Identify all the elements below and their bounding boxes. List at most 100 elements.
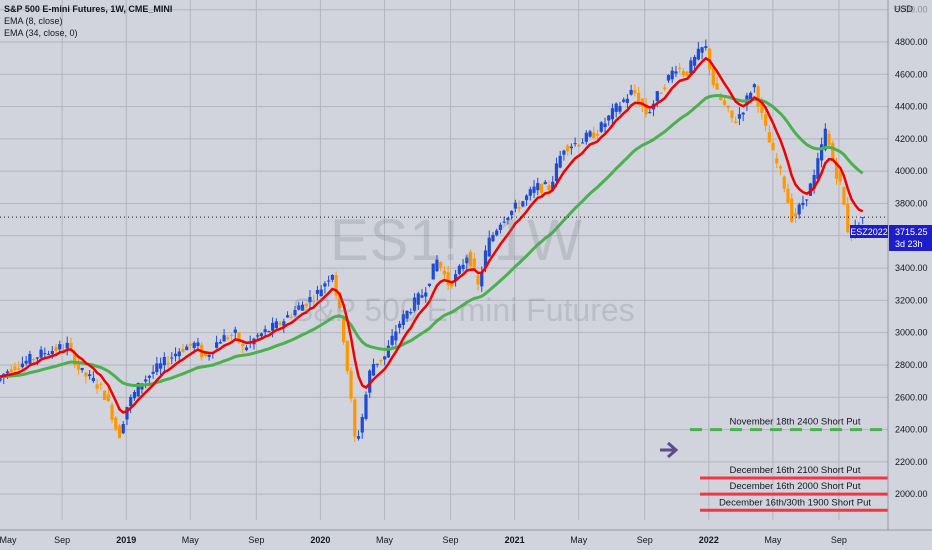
candle-body: [405, 310, 409, 319]
candle-body: [730, 110, 734, 118]
currency-label: USD: [894, 4, 914, 14]
candle-body: [510, 210, 514, 216]
candle-body: [737, 114, 742, 119]
candle-body: [719, 94, 723, 100]
time-tick-label: Sep: [443, 535, 459, 545]
price-tick-label: 4000.00: [895, 166, 928, 176]
candle-body: [353, 399, 357, 437]
candle-body: [446, 272, 450, 286]
candle-body: [842, 187, 846, 205]
candle-body: [793, 213, 798, 217]
candle-body: [379, 359, 383, 362]
candle-body: [786, 188, 790, 203]
candle-body: [495, 230, 499, 236]
candle-body: [237, 332, 241, 343]
candle-body: [726, 105, 730, 108]
candle-body: [536, 183, 540, 191]
candle-body: [330, 275, 334, 280]
candle-body: [554, 163, 559, 182]
candle-body: [599, 122, 603, 132]
time-axis[interactable]: May Sep 2019 May Sep 2020 May Sep 2021 May Sep 2022…: [0, 529, 932, 550]
candle-body: [188, 343, 193, 346]
candle-body: [397, 323, 402, 328]
candle-body: [102, 390, 107, 401]
countdown-label: 3d 23h: [895, 239, 923, 249]
candle-body: [823, 128, 827, 150]
candle-body: [125, 406, 129, 420]
candle-body: [435, 259, 439, 272]
candle-body: [450, 281, 454, 287]
candle-body: [58, 344, 62, 350]
candle-body: [820, 144, 824, 161]
candle-body: [618, 106, 622, 112]
candle-body: [147, 375, 151, 378]
time-tick-label: 2019: [116, 535, 136, 545]
candle-body: [629, 89, 633, 95]
candle-body: [289, 316, 293, 318]
candle-body: [562, 150, 566, 155]
candle-body: [360, 417, 364, 433]
candle-body: [371, 364, 376, 376]
candle-body: [84, 372, 88, 377]
candle-body: [69, 342, 73, 348]
legend-ema-fast[interactable]: EMA (8, close): [4, 16, 63, 26]
candle-body: [595, 133, 600, 136]
candle-body: [61, 349, 66, 351]
candle-body: [76, 362, 81, 370]
candle-body: [173, 353, 178, 357]
candle-body: [244, 347, 249, 351]
candle-body: [412, 297, 417, 311]
candle-body: [622, 99, 626, 102]
legend-symbol[interactable]: S&P 500 E-mini Futures, 1W, CME_MINI: [4, 4, 173, 14]
candle-body: [607, 115, 611, 121]
candle-body: [603, 123, 607, 128]
candle-body: [678, 67, 682, 69]
candle-body: [271, 322, 275, 331]
candle-body: [9, 369, 13, 373]
watermark-description: S&P 500 E-mini Futures: [292, 292, 635, 328]
candle-body: [364, 394, 368, 419]
candle-body: [625, 98, 630, 103]
candle-body: [308, 297, 312, 303]
candle-body: [43, 353, 47, 355]
candle-body: [394, 331, 398, 341]
candle-body: [457, 265, 461, 274]
candle-body: [592, 132, 596, 139]
time-tick-label: Sep: [248, 535, 264, 545]
candle-body: [121, 424, 125, 434]
candle-body: [177, 351, 181, 357]
contract-label: ESZ2022: [850, 227, 888, 237]
candle-body: [696, 48, 700, 60]
candle-body: [543, 181, 547, 185]
candle-body: [588, 131, 592, 137]
legend-ema-slow[interactable]: EMA (34, close, 0): [4, 28, 78, 38]
price-tick-label: 4600.00: [895, 69, 928, 79]
candle-body: [117, 425, 122, 439]
annotation-text-1900: December 16th/30th 1900 Short Put: [719, 497, 871, 508]
candle-body: [297, 305, 301, 310]
price-tick-label: 2600.00: [895, 392, 928, 402]
candle-body: [35, 357, 39, 359]
candle-body: [274, 321, 278, 328]
candle-body: [136, 383, 140, 397]
candle-body: [633, 90, 637, 94]
candle-body: [181, 348, 185, 353]
candle-body: [827, 133, 831, 145]
candle-body: [356, 436, 361, 439]
price-axis[interactable]: 5000.00 4800.00 4600.00 4400.00 4200.00 4000.…: [887, 0, 932, 550]
candle-body: [670, 70, 674, 80]
candle-body: [54, 346, 58, 351]
candle-body: [797, 204, 801, 215]
candle-body: [517, 206, 521, 209]
chart-legend: S&P 500 E-mini Futures, 1W, CME_MINI EMA…: [4, 3, 172, 39]
candle-body: [338, 292, 342, 309]
candle-body: [203, 351, 208, 357]
candle-body: [334, 275, 338, 296]
time-tick-label: May: [570, 535, 588, 545]
candle-body: [185, 346, 189, 351]
candle-body: [99, 383, 103, 385]
candle-body: [644, 103, 648, 115]
time-axis-bg: [0, 530, 932, 550]
candle-body: [158, 363, 163, 369]
